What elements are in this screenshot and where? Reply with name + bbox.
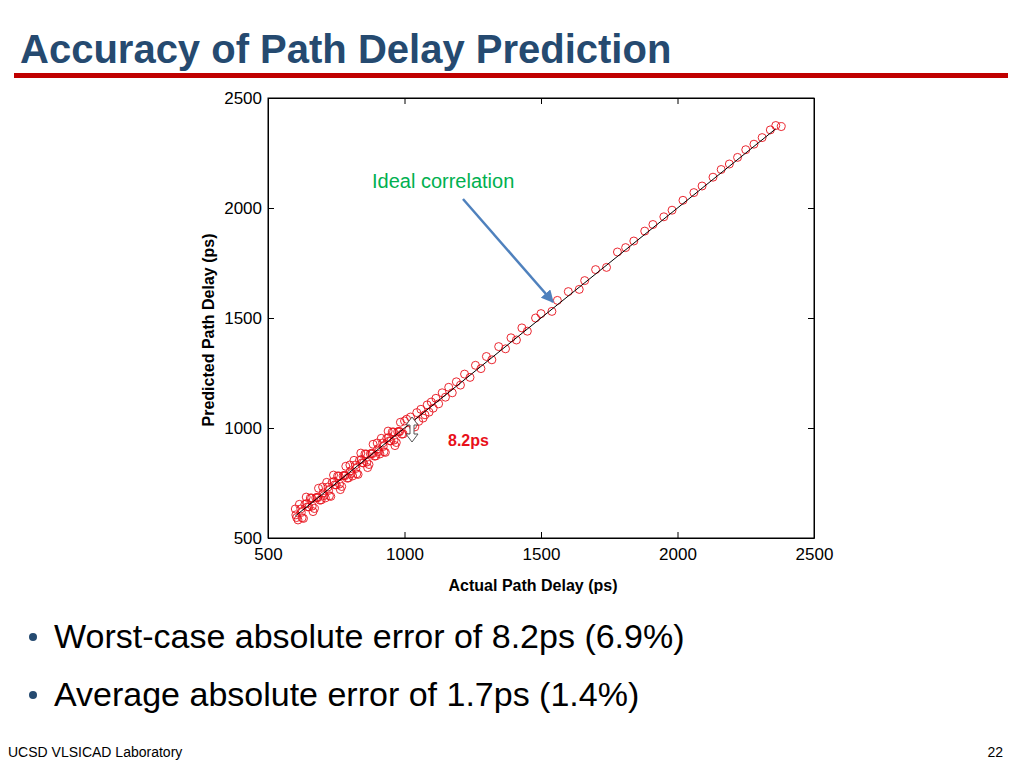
annotation-arrow [463, 199, 553, 302]
scatter-point [325, 486, 333, 494]
scatter-point [537, 310, 545, 318]
y-axis: 500 1000 1500 2000 2500 [224, 89, 274, 548]
scatter-point [564, 288, 572, 296]
tick-mark [268, 318, 274, 319]
tick: 500 [234, 529, 274, 548]
bullet-dot [29, 691, 37, 699]
tick-mark [678, 532, 679, 538]
scatter-point [364, 464, 372, 472]
tick [808, 428, 814, 429]
bullet-text: Average absolute error of 1.7ps (1.4%) [54, 675, 639, 713]
tick-label: 2500 [796, 545, 834, 564]
scatter-point [309, 508, 317, 516]
tick-mark [808, 428, 814, 429]
tick-label: 500 [234, 529, 262, 548]
tick-label: 2000 [224, 199, 262, 218]
tick: 1500 [224, 309, 274, 328]
page-number: 22 [987, 744, 1003, 760]
scatter-point [315, 484, 323, 492]
scatter-point [363, 458, 371, 466]
tick-mark [541, 98, 542, 104]
scatter-point [613, 248, 621, 256]
tick-mark [268, 98, 269, 104]
slide: Accuracy of Path Delay Prediction 500 1000… [0, 0, 1024, 768]
scatter-point [379, 442, 387, 450]
tick-mark [268, 428, 274, 429]
tick-mark [808, 98, 814, 99]
tick-mark [541, 532, 542, 538]
tick-mark [808, 318, 814, 319]
tick [268, 98, 269, 104]
plot-area [268, 98, 814, 538]
tick-mark [405, 532, 406, 538]
scatter-point [297, 508, 305, 516]
scatter-point [336, 480, 344, 488]
ideal-line [295, 129, 775, 516]
tick [808, 208, 814, 209]
tick-mark [678, 98, 679, 104]
y-axis-right-line [814, 99, 815, 539]
scatter-point [592, 266, 600, 274]
y-axis-right [808, 99, 815, 539]
tick-mark [808, 538, 814, 539]
bullet-text: Worst-case absolute error of 8.2ps (6.9%… [54, 617, 685, 655]
scatter-point [553, 296, 561, 304]
tick [808, 538, 814, 539]
title-rule [14, 73, 1008, 78]
scatter-point [308, 502, 316, 510]
error-double-arrow [406, 417, 418, 442]
plot-frame [268, 98, 814, 538]
y-axis-title: Predicted Path Delay (ps) [200, 234, 217, 427]
scatter-point [390, 436, 398, 444]
scatter-point [352, 464, 360, 472]
bullet-dot [29, 633, 37, 641]
tick-label: 1000 [224, 419, 262, 438]
tick: 1000 [386, 532, 424, 564]
scatter-point [391, 442, 399, 450]
tick [808, 98, 814, 99]
annotation-ideal: Ideal correlation [372, 170, 514, 192]
scatter-point [507, 334, 515, 342]
annotation-error: 8.2ps [448, 432, 489, 449]
tick-label: 1000 [386, 545, 424, 564]
chart-background [212, 88, 842, 598]
tick-label: 2000 [659, 545, 697, 564]
slide-title: Accuracy of Path Delay Prediction [20, 27, 671, 71]
tick-mark [808, 208, 814, 209]
scatter-point [772, 122, 780, 130]
scatter-point [396, 418, 404, 426]
tick-label: 1500 [523, 545, 561, 564]
x-axis-line [269, 538, 815, 539]
scatter-point [532, 314, 540, 322]
x-axis-top [269, 98, 815, 104]
tick [808, 318, 814, 319]
tick-mark [268, 208, 274, 209]
tick [541, 98, 542, 104]
footer: UCSD VLSICAD Laboratory [8, 744, 182, 760]
tick-label: 2500 [224, 89, 262, 108]
tick [678, 98, 679, 104]
x-axis: 5001000150020002500 [254, 532, 833, 564]
tick [405, 98, 406, 104]
scatter-point [336, 486, 344, 494]
tick: 1000 [224, 419, 274, 438]
plot-marks [291, 122, 785, 524]
x-axis-title: Actual Path Delay (ps) [449, 577, 618, 594]
tick: 2000 [224, 199, 274, 218]
tick-mark [268, 538, 274, 539]
tick-mark [405, 98, 406, 104]
scatter-point [369, 440, 377, 448]
scatter-point [777, 123, 785, 131]
tick-label: 1500 [224, 309, 262, 328]
tick: 2500 [224, 89, 274, 108]
scatter-series [291, 122, 785, 524]
tick: 2000 [659, 532, 697, 564]
scatter-point [342, 462, 350, 470]
tick: 1500 [523, 532, 561, 564]
